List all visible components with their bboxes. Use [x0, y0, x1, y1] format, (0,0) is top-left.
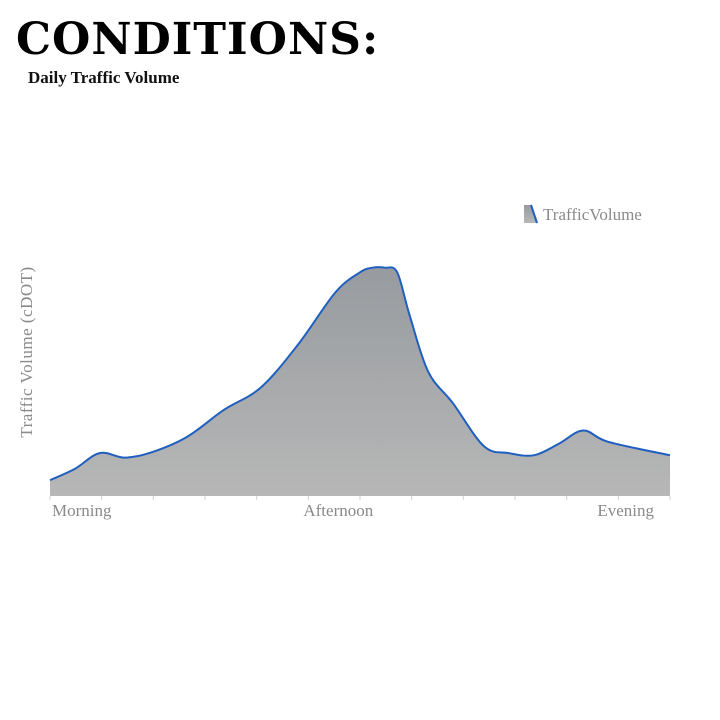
- legend-swatch-line: [530, 204, 538, 224]
- legend-swatch: [524, 205, 537, 223]
- x-tick-label-afternoon: Afternoon: [303, 501, 373, 520]
- series-line-trafficvolume: [49, 266, 671, 482]
- legend-label-trafficvolume: TrafficVolume: [543, 205, 642, 224]
- y-axis-label: Traffic Volume (cDOT): [17, 266, 36, 437]
- x-tick-label-morning: Morning: [52, 501, 112, 520]
- area-layer: [49, 266, 671, 496]
- page-subtitle: Daily Traffic Volume: [28, 68, 180, 87]
- series-area-trafficvolume: [50, 267, 670, 496]
- legend: TrafficVolume: [524, 204, 642, 224]
- x-tick-label-evening: Evening: [597, 501, 654, 520]
- x-tick-labels: Morning Afternoon Evening: [52, 501, 654, 520]
- x-tick-marks: [49, 496, 671, 500]
- page-title: CONDITIONS:: [16, 14, 380, 65]
